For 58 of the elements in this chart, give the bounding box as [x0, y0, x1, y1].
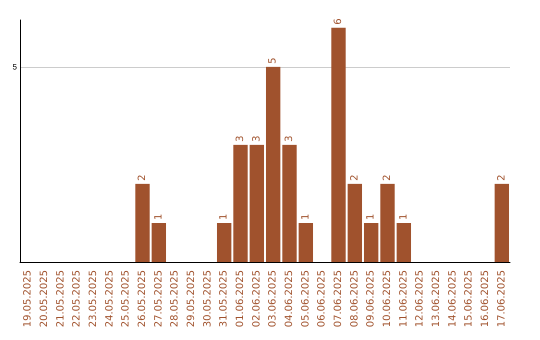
bar	[298, 222, 314, 262]
data-label: 1	[300, 214, 312, 220]
data-label: 5	[268, 57, 279, 64]
bar	[233, 144, 248, 262]
data-label: 6	[333, 18, 344, 25]
data-label: 2	[382, 174, 393, 181]
x-tick-label: 11.06.2025	[398, 270, 410, 328]
data-label: 1	[218, 214, 230, 220]
x-tick-label: 19.05.2025	[22, 270, 34, 328]
x-tick-label: 02.06.2025	[251, 270, 262, 328]
data-label: 2	[349, 174, 360, 181]
x-tick-label: 22.05.2025	[72, 270, 83, 328]
bar	[135, 184, 150, 262]
bar	[348, 184, 362, 262]
bar	[380, 184, 395, 262]
bar	[282, 144, 297, 262]
x-tick-label: 16.06.2025	[480, 270, 491, 328]
data-label: 2	[496, 174, 508, 181]
x-tick-label: 06.06.2025	[316, 270, 328, 328]
x-tick-label: 13.06.2025	[431, 270, 442, 328]
x-tick-label: 15.06.2025	[464, 270, 475, 328]
x-tick-label: 04.06.2025	[284, 270, 295, 328]
bar	[266, 66, 280, 262]
bar	[250, 144, 264, 262]
x-tick-label: 26.05.2025	[137, 270, 148, 328]
x-tick-label: 28.05.2025	[170, 270, 181, 328]
x-tick-label: 23.05.2025	[88, 270, 99, 328]
bar	[152, 222, 166, 262]
x-tick-label: 09.06.2025	[366, 270, 377, 328]
data-label: 2	[137, 174, 148, 181]
bar	[331, 28, 346, 262]
x-tick-label: 20.05.2025	[39, 270, 50, 328]
x-tick-label: 12.06.2025	[414, 270, 426, 328]
data-label: 3	[284, 136, 295, 142]
data-label: 3	[235, 136, 246, 142]
data-label: 1	[153, 214, 164, 220]
x-tick-label: 30.05.2025	[202, 270, 214, 328]
bar	[364, 222, 378, 262]
bar	[396, 222, 412, 262]
bar	[216, 222, 232, 262]
x-tick-label: 27.05.2025	[153, 270, 164, 328]
data-label: 1	[398, 214, 410, 220]
x-tick-label: 31.05.2025	[218, 270, 230, 328]
data-label: 1	[366, 214, 377, 220]
x-tick-label: 10.06.2025	[382, 270, 393, 328]
x-tick-label: 24.05.2025	[104, 270, 116, 328]
x-tick-label: 03.06.2025	[268, 270, 279, 328]
bar	[494, 184, 510, 262]
x-tick-label: 17.06.2025	[496, 270, 508, 328]
x-tick-label: 21.05.2025	[55, 270, 66, 328]
x-tick-label: 25.05.2025	[120, 270, 132, 328]
x-tick-label: 08.06.2025	[349, 270, 360, 328]
data-label: 3	[251, 136, 262, 142]
x-tick-label: 29.05.2025	[186, 270, 197, 328]
x-tick-label: 05.06.2025	[300, 270, 312, 328]
x-tick-label: 01.06.2025	[235, 270, 246, 328]
x-tick-label: 07.06.2025	[333, 270, 344, 328]
x-tick-label: 14.06.2025	[447, 270, 458, 328]
